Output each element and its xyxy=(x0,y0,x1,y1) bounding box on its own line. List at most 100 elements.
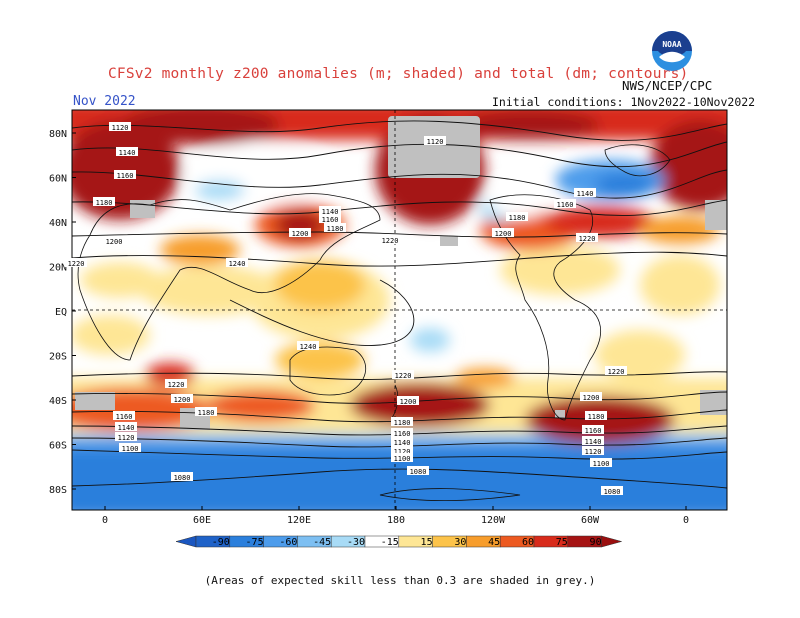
lat-label: 80S xyxy=(49,485,67,496)
contour-label-bg xyxy=(397,396,419,405)
contour-label: 1200 xyxy=(400,398,417,406)
contour-label-bg xyxy=(116,147,138,156)
contour-label: 1100 xyxy=(593,460,610,468)
contour-label-bg xyxy=(226,258,248,267)
longitude-labels: 0 60E 120E 180 120W 60W 0 xyxy=(102,506,689,526)
lat-label: 40N xyxy=(49,218,67,229)
contour-label-bg xyxy=(391,417,413,426)
contour-label-bg xyxy=(576,233,598,242)
contour-label: 1180 xyxy=(394,419,411,427)
contour-label-bg xyxy=(324,223,346,232)
lon-label: 0 xyxy=(102,515,108,526)
contour-label-bg xyxy=(554,199,576,208)
contour-label-bg xyxy=(115,432,137,441)
contour-label: 1220 xyxy=(168,381,185,389)
lat-label: EQ xyxy=(55,307,67,318)
contour-label-bg xyxy=(319,206,341,215)
colorbar-high-arrow xyxy=(601,535,623,548)
colorbar-label: 30 xyxy=(454,537,466,548)
colorbar-label: -90 xyxy=(212,537,230,548)
source-label: NWS/NCEP/CPC xyxy=(622,78,713,93)
contour-label-bg xyxy=(379,235,401,244)
contour-label: 1140 xyxy=(585,438,602,446)
contour-label: 1220 xyxy=(608,368,625,376)
contour-label-bg xyxy=(171,472,193,481)
contour-label-bg xyxy=(580,392,602,401)
contour-label-bg xyxy=(601,486,623,495)
contour-label: 1240 xyxy=(229,260,246,268)
valid-month: Nov 2022 xyxy=(73,94,136,109)
contour-label-bg xyxy=(407,466,429,475)
lon-label: 120E xyxy=(287,515,311,526)
contour-label: 1160 xyxy=(557,201,574,209)
lon-label: 120W xyxy=(481,515,506,526)
contour-label-bg xyxy=(582,436,604,445)
contour-label-bg xyxy=(115,422,137,431)
contour-label-bg xyxy=(171,394,193,403)
contour-label: 1160 xyxy=(585,427,602,435)
colorbar-label: -75 xyxy=(246,537,264,548)
colorbar-label: 75 xyxy=(556,537,568,548)
colorbar-label: -60 xyxy=(279,537,297,548)
contour-label-bg xyxy=(114,170,136,179)
logo-text: NOAA xyxy=(662,40,681,49)
noaa-logo-icon: NOAA xyxy=(652,31,692,71)
contour-label: 1180 xyxy=(96,199,113,207)
contour-label: 1120 xyxy=(112,124,129,132)
lat-label: 60N xyxy=(49,174,67,185)
contour-label: 1140 xyxy=(119,149,136,157)
contour-label: 1220 xyxy=(68,260,85,268)
contour-label-bg xyxy=(605,366,627,375)
contour-label-bg xyxy=(582,446,604,455)
contour-label: 1120 xyxy=(394,448,411,456)
contour-label-bg xyxy=(65,258,87,267)
contour-label: 1080 xyxy=(604,488,621,496)
contour-label-bg xyxy=(506,212,528,221)
contour-label-bg xyxy=(165,379,187,388)
contour-label: 1120 xyxy=(118,434,135,442)
contour-label: 1240 xyxy=(300,343,317,351)
colorbar-label: -30 xyxy=(347,537,365,548)
contour-label: 1200 xyxy=(174,396,191,404)
colorbar-label: -45 xyxy=(313,537,331,548)
contour-label-bg xyxy=(113,411,135,420)
lat-label: 80N xyxy=(49,129,67,140)
contour-label: 1100 xyxy=(122,445,139,453)
contour-label: 1180 xyxy=(588,413,605,421)
contour-label-bg xyxy=(492,228,514,237)
contour-label-bg xyxy=(391,437,413,446)
contour-label-bg xyxy=(119,443,141,452)
lat-label: 20N xyxy=(49,263,67,274)
contour-label: 1220 xyxy=(395,372,412,380)
contour-label: 1140 xyxy=(394,439,411,447)
colorbar-low-arrow xyxy=(175,535,197,548)
contour-label: 1120 xyxy=(427,138,444,146)
contour-label: 1160 xyxy=(394,430,411,438)
contour-label: 1140 xyxy=(118,424,135,432)
contour-label-bg xyxy=(392,370,414,379)
contour-label: 1200 xyxy=(583,394,600,402)
contour-label-bg xyxy=(590,458,612,467)
contour-label: 1200 xyxy=(495,230,512,238)
initial-conditions: Initial conditions: 1Nov2022-10Nov2022 xyxy=(492,95,756,109)
contour-label: 1200 xyxy=(106,238,123,246)
contour-label: 1100 xyxy=(394,455,411,463)
contour-label-bg xyxy=(93,197,115,206)
contour-label: 1220 xyxy=(579,235,596,243)
contour-label: 1220 xyxy=(382,237,399,245)
lon-label: 0 xyxy=(683,515,689,526)
contour-label: 1180 xyxy=(198,409,215,417)
contour-label-bg xyxy=(289,228,311,237)
contour-label: 1080 xyxy=(174,474,191,482)
contour-label: 1180 xyxy=(327,225,344,233)
contour-label: 1140 xyxy=(577,190,594,198)
colorbar-label: 45 xyxy=(488,537,500,548)
contour-label-bg xyxy=(297,341,319,350)
colorbar-label: 60 xyxy=(522,537,534,548)
latitude-labels: 80N 60N 40N 20N EQ 20S 40S 60S 80S xyxy=(49,129,76,496)
figure-title: CFSv2 monthly z200 anomalies (m; shaded)… xyxy=(108,66,689,82)
contour-label-bg xyxy=(585,411,607,420)
